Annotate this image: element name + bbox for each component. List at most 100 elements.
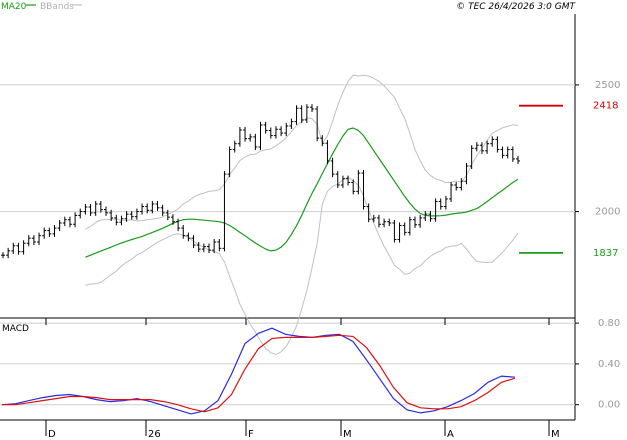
ohlc-bar: [191, 235, 196, 249]
ohlc-bar: [361, 170, 366, 210]
ohlc-bar: [150, 200, 155, 214]
ohlc-bar: [160, 204, 165, 216]
macd-line: [1, 327, 516, 415]
ohlc-bar: [294, 105, 299, 125]
ohlc-bar: [258, 121, 263, 151]
ohlc-bar: [145, 203, 150, 214]
ohlc-bar: [207, 243, 211, 254]
legend-bbands: BBands: [40, 2, 74, 12]
ohlc-bar: [382, 218, 387, 228]
x-axis-tick-label: A: [447, 429, 454, 440]
ohlc-bar: [181, 225, 186, 239]
ohlc-bar: [196, 242, 201, 253]
x-axis-tick-label: M: [551, 429, 560, 440]
ohlc-bar: [134, 208, 139, 220]
ohlc-bar: [52, 225, 57, 237]
ohlc-bar: [201, 243, 206, 253]
ohlc-bar: [505, 146, 510, 159]
ohlc-bar: [6, 247, 11, 259]
ohlc-bar: [268, 127, 273, 139]
ohlc-bar: [320, 135, 325, 147]
ohlc-bar: [212, 238, 217, 254]
ohlc-bar: [356, 170, 361, 195]
ohlc-bar: [459, 178, 464, 191]
ohlc-bar: [62, 216, 67, 227]
ohlc-bar: [176, 218, 181, 232]
ohlc-bar: [443, 195, 448, 210]
ohlc-bar: [346, 175, 351, 186]
price-y-tick-label: 2500: [595, 80, 620, 91]
ohlc-bar: [330, 157, 335, 178]
copyright-text: © TEC 26/4/2026 3:0 GMT: [456, 2, 576, 12]
ohlc-bar: [335, 171, 340, 189]
ohlc-bar: [83, 204, 88, 215]
resistance-level-label: 2418: [593, 101, 618, 112]
ohlc-bar: [11, 242, 16, 254]
ohlc-bar: [273, 126, 278, 139]
ohlc-bar: [454, 181, 459, 191]
macd-panel-title: MACD: [2, 324, 29, 334]
ohlc-bar: [428, 211, 433, 222]
ohlc-bar: [263, 121, 268, 134]
ohlc-bar: [21, 240, 26, 255]
ohlc-bar: [109, 209, 114, 221]
ohlc-bar: [140, 203, 145, 215]
x-axis-tick-label: 26: [148, 429, 161, 440]
ohlc-bar: [243, 126, 248, 142]
ohlc-bar: [227, 146, 232, 178]
ohlc-bar: [217, 238, 222, 252]
ohlc-bar: [413, 216, 417, 228]
ohlc-bar: [366, 203, 371, 223]
ohlc-bar: [500, 146, 505, 159]
bband-upper-line: [85, 74, 519, 230]
ohlc-bar: [351, 179, 356, 195]
ma20-line: [85, 127, 519, 258]
ohlc-bar: [119, 215, 124, 226]
ohlc-bar: [510, 146, 515, 162]
x-axis-tick-label: M: [343, 429, 352, 440]
bband-lower-line: [85, 176, 519, 355]
ohlc-bar: [114, 214, 119, 226]
price-y-tick-label: 2000: [595, 207, 620, 218]
ohlc-bar: [165, 209, 170, 221]
macd-y-tick-label: 0.00: [598, 400, 620, 411]
ohlc-bar: [490, 136, 495, 147]
ohlc-bar: [67, 216, 72, 228]
ohlc-bar: [325, 140, 330, 164]
ohlc-bar: [73, 212, 78, 228]
ohlc-bar: [387, 218, 392, 227]
ohlc-bar: [47, 227, 52, 237]
ohlc-bar: [93, 200, 98, 216]
ohlc-bar: [371, 214, 376, 223]
macd-y-tick-label: 0.80: [598, 318, 620, 329]
macd-signal-line: [2, 334, 516, 413]
ohlc-bar: [485, 140, 490, 154]
ohlc-bar: [402, 222, 407, 236]
ohlc-bar: [155, 200, 160, 211]
x-axis-tick-label: F: [248, 429, 254, 440]
ohlc-bar: [129, 211, 134, 220]
ohlc-bar: [1, 252, 5, 259]
ohlc-bar: [284, 122, 289, 137]
ohlc-bar: [376, 214, 381, 228]
x-axis-tick-label: D: [48, 429, 56, 440]
ohlc-bar: [392, 219, 397, 243]
ohlc-bar: [315, 105, 320, 142]
ohlc-bar: [88, 204, 93, 216]
ohlc-bar: [340, 175, 345, 189]
ohlc-bar: [78, 208, 83, 219]
ohlc-bar: [407, 216, 412, 236]
ohlc-bar: [438, 198, 443, 210]
ohlc-bar: [418, 214, 423, 228]
ohlc-bar: [449, 181, 454, 202]
ohlc-bar: [423, 211, 428, 221]
ohlc-bar: [299, 105, 304, 123]
ohlc-bar: [124, 211, 129, 222]
ohlc-bar: [469, 145, 474, 170]
ohlc-bar: [279, 126, 284, 137]
ohlc-bar: [495, 136, 500, 153]
ohlc-bar: [253, 133, 258, 151]
ohlc-bar: [26, 235, 31, 247]
ohlc-bar: [464, 162, 469, 185]
